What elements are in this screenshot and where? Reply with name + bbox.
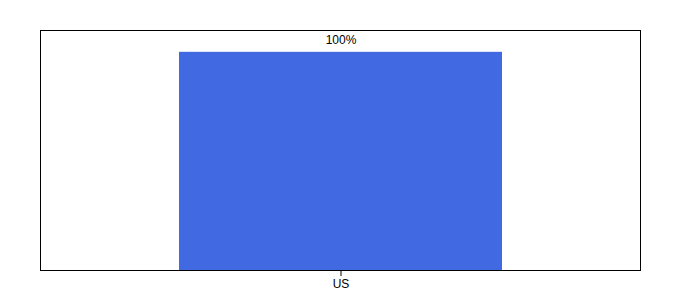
svg-text:US: US (333, 277, 350, 291)
svg-text:100%: 100% (326, 33, 357, 47)
